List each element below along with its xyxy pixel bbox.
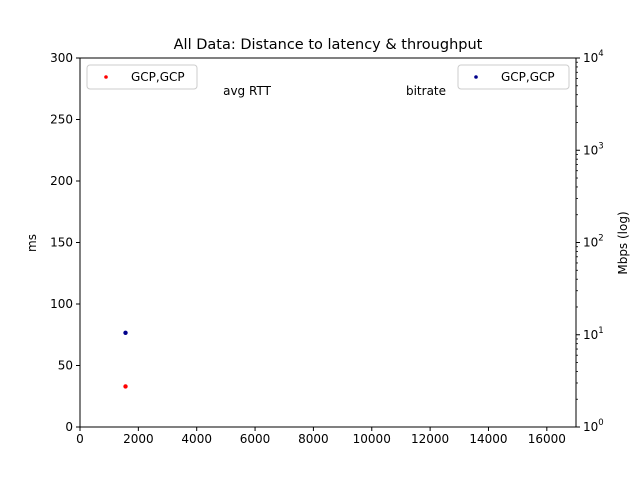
legend-right: GCP,GCP: [457, 64, 570, 90]
legend-label-gcp-left: GCP,GCP: [131, 70, 185, 84]
left-y-tick-label: 300: [50, 51, 73, 65]
x-tick-label: 12000: [411, 432, 449, 446]
right-y-tick-label: 102: [583, 234, 604, 250]
right-y-tick-label: 100: [583, 418, 604, 434]
right-y-tick-label: 103: [583, 141, 604, 157]
left-y-tick-label: 150: [50, 236, 73, 250]
x-tick-label: 14000: [469, 432, 507, 446]
left-y-tick-label: 100: [50, 297, 73, 311]
x-tick-label: 16000: [528, 432, 566, 446]
right-y-tick-label: 104: [583, 49, 604, 65]
chart-title: All Data: Distance to latency & throughp…: [174, 37, 483, 53]
legend-marker-gcp-left: [104, 75, 108, 79]
left-y-tick-label: 200: [50, 174, 73, 188]
right-axis-title: Mbps (log): [616, 211, 630, 274]
x-tick-label: 4000: [181, 432, 212, 446]
rtt-point: [123, 384, 128, 389]
x-tick-label: 2000: [123, 432, 154, 446]
bitrate-label: bitrate: [406, 84, 446, 98]
left-axis-title: ms: [25, 234, 39, 252]
x-tick-label: 8000: [298, 432, 329, 446]
left-y-tick-label: 0: [65, 420, 73, 434]
x-tick-label: 0: [76, 432, 84, 446]
x-tick-label: 6000: [240, 432, 271, 446]
bitrate-point: [123, 330, 128, 335]
right-y-tick-label: 101: [583, 326, 604, 342]
x-tick-label: 10000: [353, 432, 391, 446]
plot-frame: [79, 57, 577, 428]
legend-label-gcp-right: GCP,GCP: [501, 70, 555, 84]
avg-rtt-label: avg RTT: [223, 84, 271, 98]
legend-marker-gcp-right: [474, 75, 478, 79]
legend-left: GCP,GCP: [86, 64, 198, 90]
left-y-tick-label: 50: [58, 359, 73, 373]
left-y-tick-label: 250: [50, 113, 73, 127]
